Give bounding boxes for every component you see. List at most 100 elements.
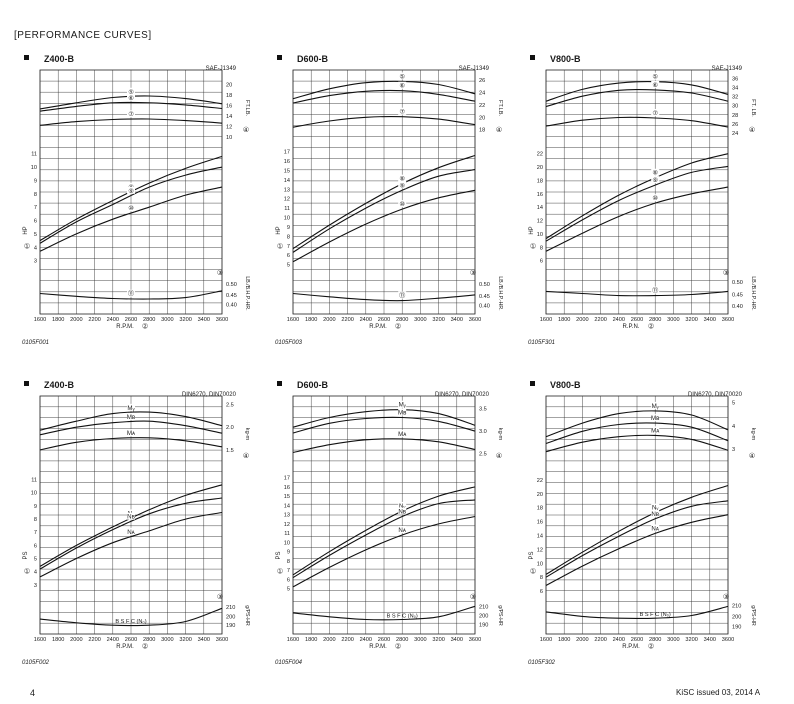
right-tick-label-fuel: 200 [479, 614, 488, 620]
x-tick-label: 3000 [161, 317, 173, 323]
model-bullet-icon [24, 381, 29, 386]
series-label: Mʙ [398, 409, 407, 416]
x-axis-label: R.P.N. [623, 324, 640, 330]
left-tick-label: 5 [34, 557, 37, 563]
left-axis-label: HP [276, 226, 282, 234]
left-tick-label: 13 [284, 187, 290, 193]
x-tick-label: 1600 [34, 317, 46, 323]
left-tick-label: 16 [537, 192, 543, 198]
x-axis-label: R.P.M. [369, 644, 387, 650]
right-axis-label-fuel: LB./B.H.P.-HR. [244, 276, 250, 310]
x-tick-label: 2600 [125, 637, 137, 643]
series-line [292, 154, 476, 250]
series-label-bg [127, 186, 135, 194]
left-tick-label: 10 [31, 165, 37, 171]
series-line [39, 511, 223, 578]
left-tick-label: 8 [34, 517, 37, 523]
left-tick-label: 7 [287, 244, 290, 250]
right-tick-label-fuel: 0.45 [479, 294, 490, 300]
figure-code: 0105F302 [528, 660, 556, 666]
x-tick-label: 2600 [631, 637, 643, 643]
series-label-bg [651, 108, 660, 116]
right-tick-label-torque: 2.5 [479, 451, 487, 457]
x-tick-label: 1600 [287, 637, 299, 643]
right-tick-label-fuel: 0.45 [226, 293, 237, 299]
left-axis-label: PS [276, 551, 282, 559]
series-label-bg [398, 526, 407, 534]
x-tick-label: 2200 [594, 317, 606, 323]
issue-note: KiSC issued 03, 2014 A [676, 688, 761, 697]
left-tick-label: 16 [537, 520, 543, 526]
page-number: 4 [30, 688, 36, 698]
left-tick-label: 6 [34, 543, 37, 549]
series-line [292, 486, 476, 576]
left-tick-label: 18 [537, 178, 543, 184]
right-tick-label-torque: 12 [226, 124, 232, 130]
series-line [545, 116, 729, 128]
x-tick-label: 2200 [594, 637, 606, 643]
chart-z400b-din: Z400-B DIN6270, DIN70020 1600 1800 2000 2200 2… [22, 380, 250, 666]
left-tick-label: 7 [34, 530, 37, 536]
x-tick-label: 3000 [667, 317, 679, 323]
series-label: Nʙ [127, 514, 135, 521]
figure-code: 0105F004 [275, 660, 303, 666]
right-tick-label-fuel: 0.50 [732, 280, 743, 286]
series-label: ⑤ [652, 74, 658, 81]
x-tick-label: 2600 [631, 317, 643, 323]
series-label: ⑩ [652, 195, 658, 202]
series-label-bg [651, 286, 660, 294]
x-tick-label: 1600 [34, 637, 46, 643]
chart-v800b-sae: V800-B SAE-J1349 1600 1800 2000 2200 2400 2600 2… [528, 54, 756, 346]
series-label: Mʙ [127, 414, 136, 421]
series-label-bsfc: B S F C (N₀) [115, 619, 146, 625]
series-label: ⑦ [652, 110, 658, 117]
left-tick-label: 11 [31, 478, 37, 484]
left-tick-label: 10 [31, 491, 37, 497]
series-line [292, 499, 476, 579]
series-label: ⑦ [128, 111, 134, 118]
series-label-bg [398, 408, 407, 416]
series-line [39, 607, 223, 627]
right-tick-label-torque: 3.0 [479, 429, 487, 435]
x-axis-label: R.P.M. [116, 324, 134, 330]
left-tick-label: 6 [287, 253, 290, 259]
series-line [545, 186, 729, 252]
left-tick-label: 18 [537, 506, 543, 512]
left-tick-label: 14 [284, 503, 290, 509]
series-label-bg [127, 403, 135, 411]
left-tick-label: 20 [537, 165, 543, 171]
x-tick-label: 2400 [360, 637, 372, 643]
right-tick-label-fuel: 0.40 [226, 303, 237, 309]
x-tick-label: 2200 [88, 317, 100, 323]
series-label-bg [651, 503, 660, 511]
left-axis-marker: ① [530, 243, 536, 251]
right-axis-label-fuel: LB./B.H.P.-HR. [750, 276, 756, 310]
right-tick-label-torque: 26 [732, 122, 738, 128]
x-tick-label: 3600 [216, 637, 228, 643]
x-axis-marker: ② [648, 644, 654, 651]
series-label-bg [127, 93, 135, 101]
x-tick-label: 3400 [451, 317, 463, 323]
series-label: Nᴀ [651, 525, 659, 532]
figure-code: 0105F003 [275, 340, 303, 346]
x-axis-label: R.P.M. [622, 644, 640, 650]
model-bullet-icon [24, 55, 29, 60]
left-tick-label: 14 [537, 205, 543, 211]
left-tick-label: 15 [284, 494, 290, 500]
right-tick-label-torque: 24 [479, 91, 485, 97]
series-label-bg [127, 429, 135, 437]
series-label-bg [127, 289, 135, 297]
series-label: Nᴀ [127, 529, 135, 536]
series-label-bg [398, 429, 407, 437]
right-tick-label-torque: 16 [226, 103, 232, 109]
series-label-bg [398, 181, 407, 189]
right-tick-label-torque: 20 [226, 82, 232, 88]
model-name: D600-B [297, 380, 329, 390]
x-tick-label: 1600 [540, 317, 552, 323]
x-tick-label: 2600 [378, 317, 390, 323]
series-line [292, 169, 476, 253]
right-axis-label-torque: FT. LB. [750, 99, 756, 117]
chart-z400b-sae: Z400-B SAE-J1349 1600 1800 2000 2200 2400 2600 2… [22, 54, 250, 346]
series-label-bg [398, 507, 407, 515]
x-tick-label: 2400 [613, 637, 625, 643]
